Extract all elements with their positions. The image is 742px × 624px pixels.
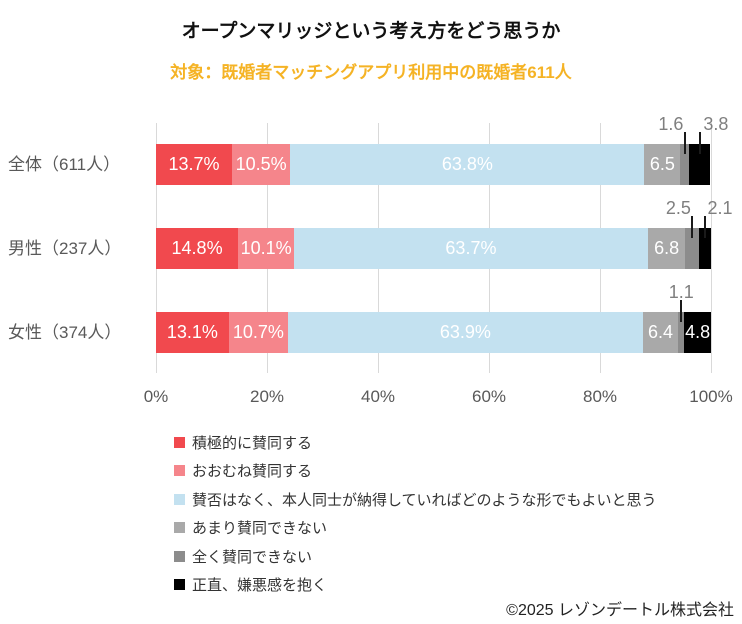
legend-item: おおむね賛同する (174, 457, 657, 486)
category-label: 男性（237人） (8, 239, 122, 258)
bar-segment (680, 144, 690, 185)
legend-item: あまり賛同できない (174, 514, 657, 543)
segment-value-label: 14.8% (171, 238, 223, 258)
bar-segment: 63.7% (294, 228, 648, 269)
x-axis-tick-label: 100% (689, 387, 733, 406)
legend-label: 賛否はなく、本人同士が納得していればどのような形でもよいと思う (192, 491, 657, 509)
segment-value-callout: 1.1 (668, 282, 694, 302)
bar-segment: 13.1% (156, 312, 229, 353)
bar-segment: 10.7% (228, 312, 289, 353)
x-axis-tick-label: 40% (360, 387, 396, 406)
bar-segment: 63.9% (288, 312, 643, 353)
legend-label: 正直、嫌悪感を抱く (192, 577, 328, 595)
segment-value-label: 6.8 (654, 238, 680, 258)
bar-segment: 4.8 (684, 312, 711, 353)
bar-segment (699, 228, 711, 269)
legend-swatch-icon (174, 550, 185, 562)
legend-swatch-icon (174, 465, 185, 477)
legend-swatch-icon (174, 436, 185, 448)
bar-segment: 10.1% (238, 228, 295, 269)
category-label: 女性（374人） (8, 323, 122, 342)
bar-segment (685, 228, 700, 269)
x-axis-tick-label: 80% (582, 387, 618, 406)
legend-label: 全く賛同できない (192, 548, 313, 566)
segment-value-callout: 2.5 (665, 198, 691, 218)
leader-line (698, 132, 701, 154)
segment-value-callout: 3.8 (703, 114, 729, 134)
segment-value-label: 4.8 (685, 322, 711, 342)
bar-segment: 6.5 (644, 144, 681, 185)
segment-value-callout: 2.1 (707, 198, 733, 218)
x-axis-tick-label: 0% (143, 387, 169, 406)
segment-value-label: 10.1% (240, 238, 292, 258)
bar-segment (678, 312, 685, 353)
segment-value-label: 6.4 (647, 322, 673, 342)
segment-value-label: 13.7% (168, 154, 220, 174)
legend-item: 賛否はなく、本人同士が納得していればどのような形でもよいと思う (174, 485, 657, 514)
leader-line (691, 216, 694, 238)
segment-value-label: 63.8% (441, 154, 493, 174)
legend-swatch-icon (174, 579, 185, 591)
legend-swatch-icon (174, 493, 185, 505)
x-axis-tick-label: 60% (471, 387, 507, 406)
leader-line (683, 132, 686, 154)
legend-swatch-icon (174, 522, 185, 534)
legend-item: 正直、嫌悪感を抱く (174, 571, 657, 600)
legend-label: 積極的に賛同する (192, 434, 313, 452)
bar-segment (689, 144, 711, 185)
chart-subtitle: 対象：既婚者マッチングアプリ利用中の既婚者611人 (170, 63, 572, 82)
segment-value-label: 6.5 (649, 154, 675, 174)
bar-segment: 10.5% (232, 144, 291, 185)
chart-title: オープンマリッジという考え方をどう思うか (181, 21, 561, 42)
legend-label: おおむね賛同する (192, 463, 313, 481)
segment-value-label: 10.5% (235, 154, 287, 174)
leader-line (680, 300, 683, 322)
bar-segment: 63.8% (290, 144, 645, 185)
gridline (711, 123, 712, 373)
segment-value-label: 63.7% (445, 238, 497, 258)
leader-line (704, 216, 707, 238)
legend-label: あまり賛同できない (192, 520, 328, 538)
segment-value-callout: 1.6 (658, 114, 684, 134)
category-label: 全体（611人） (8, 155, 121, 174)
bar-segment: 6.4 (642, 312, 679, 353)
copyright-text: ©2025 レゾンデートル株式会社 (506, 602, 734, 619)
bar-segment: 6.8 (647, 228, 686, 269)
bar-segment: 13.7% (156, 144, 233, 185)
segment-value-label: 10.7% (232, 322, 284, 342)
bar-segment: 14.8% (156, 228, 239, 269)
legend-item: 全く賛同できない (174, 542, 657, 571)
legend: 積極的に賛同する おおむね賛同する賛否はなく、本人同士が納得していればどのような形… (174, 428, 657, 599)
x-axis-tick-label: 20% (249, 387, 285, 406)
segment-value-label: 63.9% (439, 322, 491, 342)
segment-value-label: 13.1% (166, 322, 218, 342)
legend-item: 積極的に賛同する (174, 428, 657, 457)
